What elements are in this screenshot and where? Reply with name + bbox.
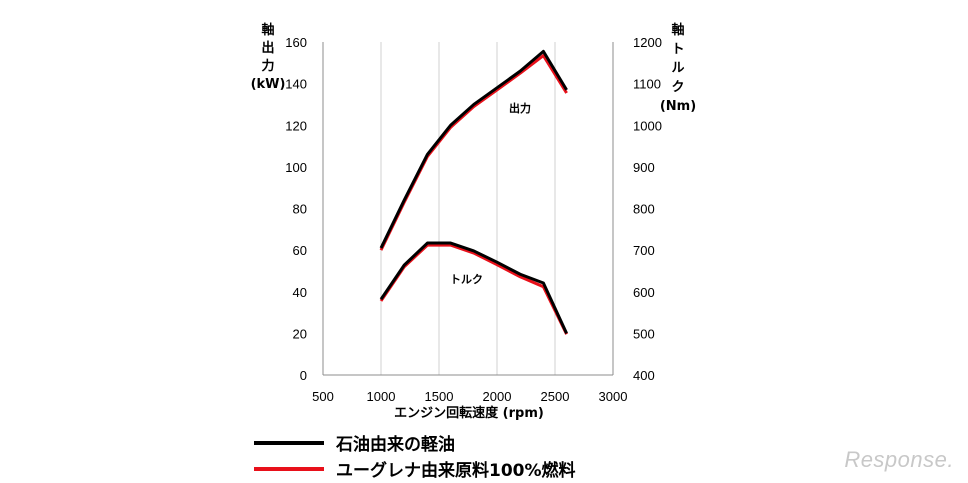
x-tick-label: 1000 <box>367 389 396 404</box>
torque-line-diesel <box>379 241 568 335</box>
chart-gridlines <box>380 42 556 375</box>
y-left-title-char: 出 <box>261 40 274 56</box>
x-tick-label: 2500 <box>541 389 570 404</box>
power-annotation: 出力 <box>509 101 531 115</box>
x-tick-label: 2000 <box>483 389 512 404</box>
y-left-tick-label: 160 <box>285 35 307 50</box>
y-right-tick-label: 1200 <box>633 35 662 50</box>
power-line-diesel <box>379 49 568 249</box>
chart-series-lines <box>379 49 568 335</box>
legend-swatch-red <box>254 466 324 471</box>
y-right-unit: (Nm) <box>660 99 696 114</box>
y-right-tick-label: 700 <box>633 243 655 258</box>
legend-label-diesel: 石油由来の軽油 <box>336 435 455 455</box>
y-right-tick-label: 600 <box>633 285 655 300</box>
power-line-euglena <box>379 54 568 251</box>
torque-annotation: トルク <box>450 273 483 286</box>
y-left-unit: (kW) <box>251 77 286 92</box>
legend-swatch-black <box>254 440 324 445</box>
y-right-title-char: ク <box>671 80 684 95</box>
y-left-tick-label: 20 <box>293 326 307 341</box>
y-right-title-char: ル <box>671 61 684 76</box>
x-tick-label: 3000 <box>599 389 628 404</box>
y-right-title-char: ト <box>671 42 684 57</box>
x-tick-label: 500 <box>312 389 334 404</box>
y-left-title-char: 軸 <box>261 22 274 38</box>
y-left-title-char: 力 <box>261 58 274 74</box>
y-right-tick-label: 400 <box>633 368 655 383</box>
y-right-tick-label: 1100 <box>633 77 661 92</box>
chart-tick-labels: 500 1000 1500 2000 2500 3000 0 20 40 60 80 100 120 14… <box>285 35 662 404</box>
y-right-title-char: 軸 <box>671 22 684 38</box>
y-left-tick-label: 140 <box>285 77 307 92</box>
y-left-tick-label: 80 <box>293 202 307 217</box>
legend-label-euglena: ユーグレナ由来原料100%燃料 <box>336 461 576 481</box>
legend-item-euglena: ユーグレナ由来原料100%燃料 <box>254 456 576 481</box>
y-left-tick-label: 40 <box>293 285 307 300</box>
response-watermark: Response. <box>844 447 954 472</box>
y-left-tick-label: 0 <box>300 368 307 383</box>
y-left-tick-label: 60 <box>293 243 307 258</box>
chart-annotations: 出力 トルク エンジン回転速度 (rpm) <box>394 101 544 421</box>
legend-item-diesel: 石油由来の軽油 <box>254 430 455 455</box>
y-right-tick-label: 1000 <box>633 118 662 133</box>
y-right-tick-label: 500 <box>633 326 655 341</box>
torque-line-euglena <box>379 243 568 335</box>
x-tick-label: 1500 <box>425 389 454 404</box>
y-left-tick-label: 100 <box>285 160 307 175</box>
y-right-tick-label: 800 <box>633 202 655 217</box>
y-right-tick-label: 900 <box>633 160 655 175</box>
y-left-tick-label: 120 <box>285 118 307 133</box>
x-axis-title: エンジン回転速度 (rpm) <box>394 405 544 421</box>
chart-axes <box>322 42 614 376</box>
